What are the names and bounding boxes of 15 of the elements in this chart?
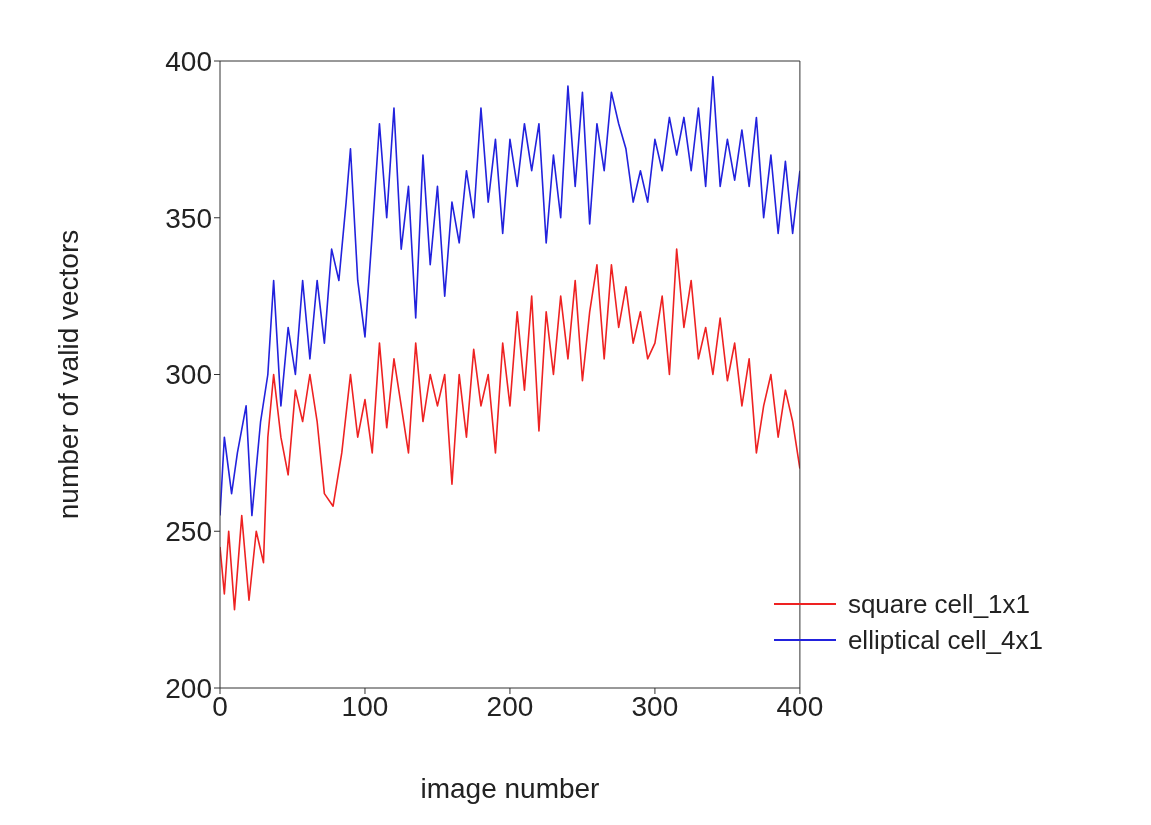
y-tick-label: 300 xyxy=(165,359,212,391)
x-tick-label: 400 xyxy=(776,690,824,722)
y-tick-label: 350 xyxy=(165,202,212,234)
x-tick-label: 300 xyxy=(631,690,679,722)
line-series xyxy=(220,75,800,517)
y-axis-title: number of valid vectors xyxy=(52,229,84,520)
line-series xyxy=(220,248,800,611)
x-tick-label: 200 xyxy=(486,690,534,722)
legend-label: square cell_1x1 xyxy=(847,588,1031,621)
x-tick-label: 100 xyxy=(341,690,389,722)
y-tick-label: 400 xyxy=(165,45,212,77)
x-tick-label: 0 xyxy=(212,690,228,722)
y-tick-label: 250 xyxy=(165,516,212,548)
x-axis-title: image number xyxy=(420,773,600,804)
legend-label: elliptical cell_4x1 xyxy=(847,624,1043,657)
